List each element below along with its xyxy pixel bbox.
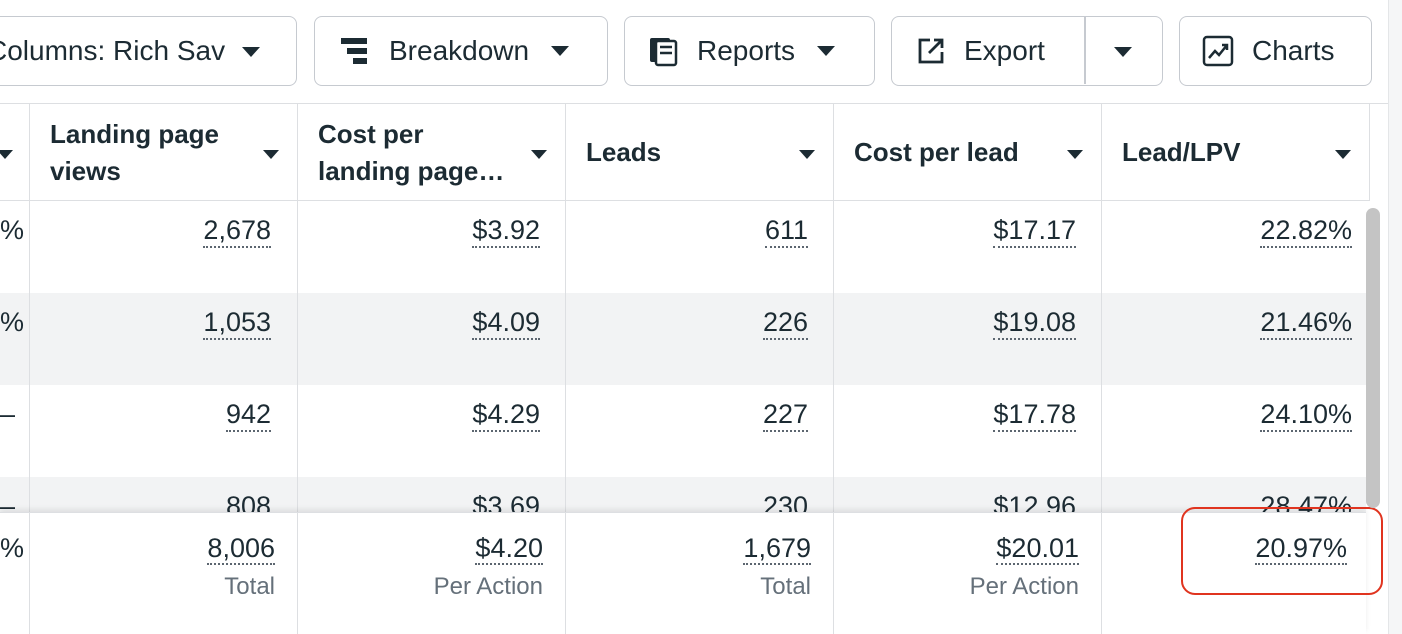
columns-label: Columns: Rich Sav	[0, 35, 226, 66]
header-line: landing page…	[318, 156, 505, 186]
column-header-lead-lpv[interactable]: Lead/LPV	[1102, 104, 1370, 201]
total-landing-page-views[interactable]: 8,006	[207, 533, 275, 565]
total-cost-per-lead[interactable]: $20.01	[996, 533, 1079, 565]
total-cost-per-lpv[interactable]: $4.20	[475, 533, 543, 565]
column-divider	[29, 104, 30, 634]
column-divider	[297, 513, 298, 634]
export-divider	[1084, 17, 1086, 84]
leads-cell[interactable]: 227	[762, 399, 808, 432]
total-label: Total	[760, 573, 811, 600]
columns-dropdown-button[interactable]: Columns: Rich Sav	[0, 16, 297, 86]
reports-icon	[650, 38, 678, 67]
chevron-down-icon	[242, 47, 260, 57]
reports-label: Reports	[697, 35, 796, 66]
column-divider	[565, 513, 566, 634]
cost-per-lpv-cell[interactable]: $3.92	[472, 215, 540, 248]
column-header-cost-per-lead[interactable]: Cost per lead	[834, 104, 1102, 201]
cost-per-lpv-cell[interactable]: $4.09	[472, 307, 540, 340]
header-line: Leads	[586, 137, 662, 167]
table-scrollbar-thumb[interactable]	[1366, 208, 1380, 508]
column-divider	[833, 104, 834, 634]
cost-per-lpv-cell[interactable]: $4.29	[472, 399, 540, 432]
truncated-cell: %	[0, 533, 25, 563]
export-options-chevron-icon[interactable]	[1114, 47, 1132, 57]
chevron-down-icon	[817, 46, 836, 56]
sort-caret-icon	[1335, 150, 1351, 159]
sort-caret-icon	[531, 150, 547, 159]
landing-page-views-cell[interactable]: 1,053	[203, 307, 271, 340]
page-scrollbar-track[interactable]	[1388, 0, 1402, 634]
export-label: Export	[964, 35, 1045, 66]
column-divider	[1101, 513, 1102, 634]
column-divider	[1101, 104, 1102, 634]
header-line: views	[50, 156, 121, 186]
charts-label: Charts	[1252, 35, 1335, 66]
export-icon	[918, 38, 944, 64]
truncated-cell: %	[0, 215, 25, 245]
column-header-leads[interactable]: Leads	[566, 104, 834, 201]
breakdown-label: Breakdown	[389, 35, 530, 66]
landing-page-views-cell[interactable]: 942	[225, 399, 271, 432]
column-header-cost-per-lpv[interactable]: Cost per landing page…	[298, 104, 566, 201]
header-line: Landing page	[50, 119, 219, 149]
cost-per-lead-cell[interactable]: $17.78	[993, 399, 1076, 432]
charts-button[interactable]: Charts	[1179, 16, 1372, 86]
breakdown-icon	[341, 38, 367, 64]
total-lead-lpv[interactable]: 20.97%	[1255, 533, 1347, 565]
sort-caret-icon	[1067, 150, 1083, 159]
charts-icon	[1202, 35, 1234, 67]
sort-caret-icon	[263, 150, 279, 159]
totals-row: % 8,006 Total $4.20 Per Action 1,679 Tot…	[0, 512, 1366, 634]
column-divider	[29, 513, 30, 634]
cost-per-lead-cell[interactable]: $19.08	[993, 307, 1076, 340]
table-row: – 942 $4.29 227 $17.78 24.10%	[0, 385, 1366, 477]
breakdown-button[interactable]: Breakdown	[314, 16, 608, 86]
column-divider	[297, 104, 298, 634]
truncated-cell: –	[0, 399, 16, 429]
total-leads[interactable]: 1,679	[743, 533, 811, 565]
table-row: % 1,053 $4.09 226 $19.08 21.46%	[0, 293, 1366, 385]
header-line: Lead/LPV	[1122, 137, 1241, 167]
total-label: Total	[224, 573, 275, 600]
header-line: Cost per lead	[854, 137, 1019, 167]
column-header-truncated[interactable]	[0, 104, 30, 201]
highlight-annotation	[1181, 507, 1383, 595]
reports-button[interactable]: Reports	[624, 16, 875, 86]
export-button[interactable]: Export	[891, 16, 1163, 86]
truncated-cell: %	[0, 307, 25, 337]
toolbar: Columns: Rich Sav Breakdown Reports Expo…	[0, 0, 1388, 104]
lead-lpv-cell[interactable]: 22.82%	[1260, 215, 1352, 248]
column-header-landing-page-views[interactable]: Landing page views	[30, 104, 298, 201]
per-action-label: Per Action	[433, 573, 543, 600]
per-action-label: Per Action	[969, 573, 1079, 600]
sort-caret-icon	[0, 150, 13, 159]
column-divider	[565, 104, 566, 634]
cost-per-lead-cell[interactable]: $17.17	[993, 215, 1076, 248]
column-divider	[833, 513, 834, 634]
header-line: Cost per	[318, 119, 424, 149]
lead-lpv-cell[interactable]: 24.10%	[1260, 399, 1352, 432]
landing-page-views-cell[interactable]: 2,678	[203, 215, 271, 248]
lead-lpv-cell[interactable]: 21.46%	[1260, 307, 1352, 340]
table-row: % 2,678 $3.92 611 $17.17 22.82%	[0, 201, 1366, 293]
chevron-down-icon	[551, 46, 570, 56]
sort-caret-icon	[799, 150, 815, 159]
leads-cell[interactable]: 226	[762, 307, 808, 340]
leads-cell[interactable]: 611	[764, 215, 808, 248]
